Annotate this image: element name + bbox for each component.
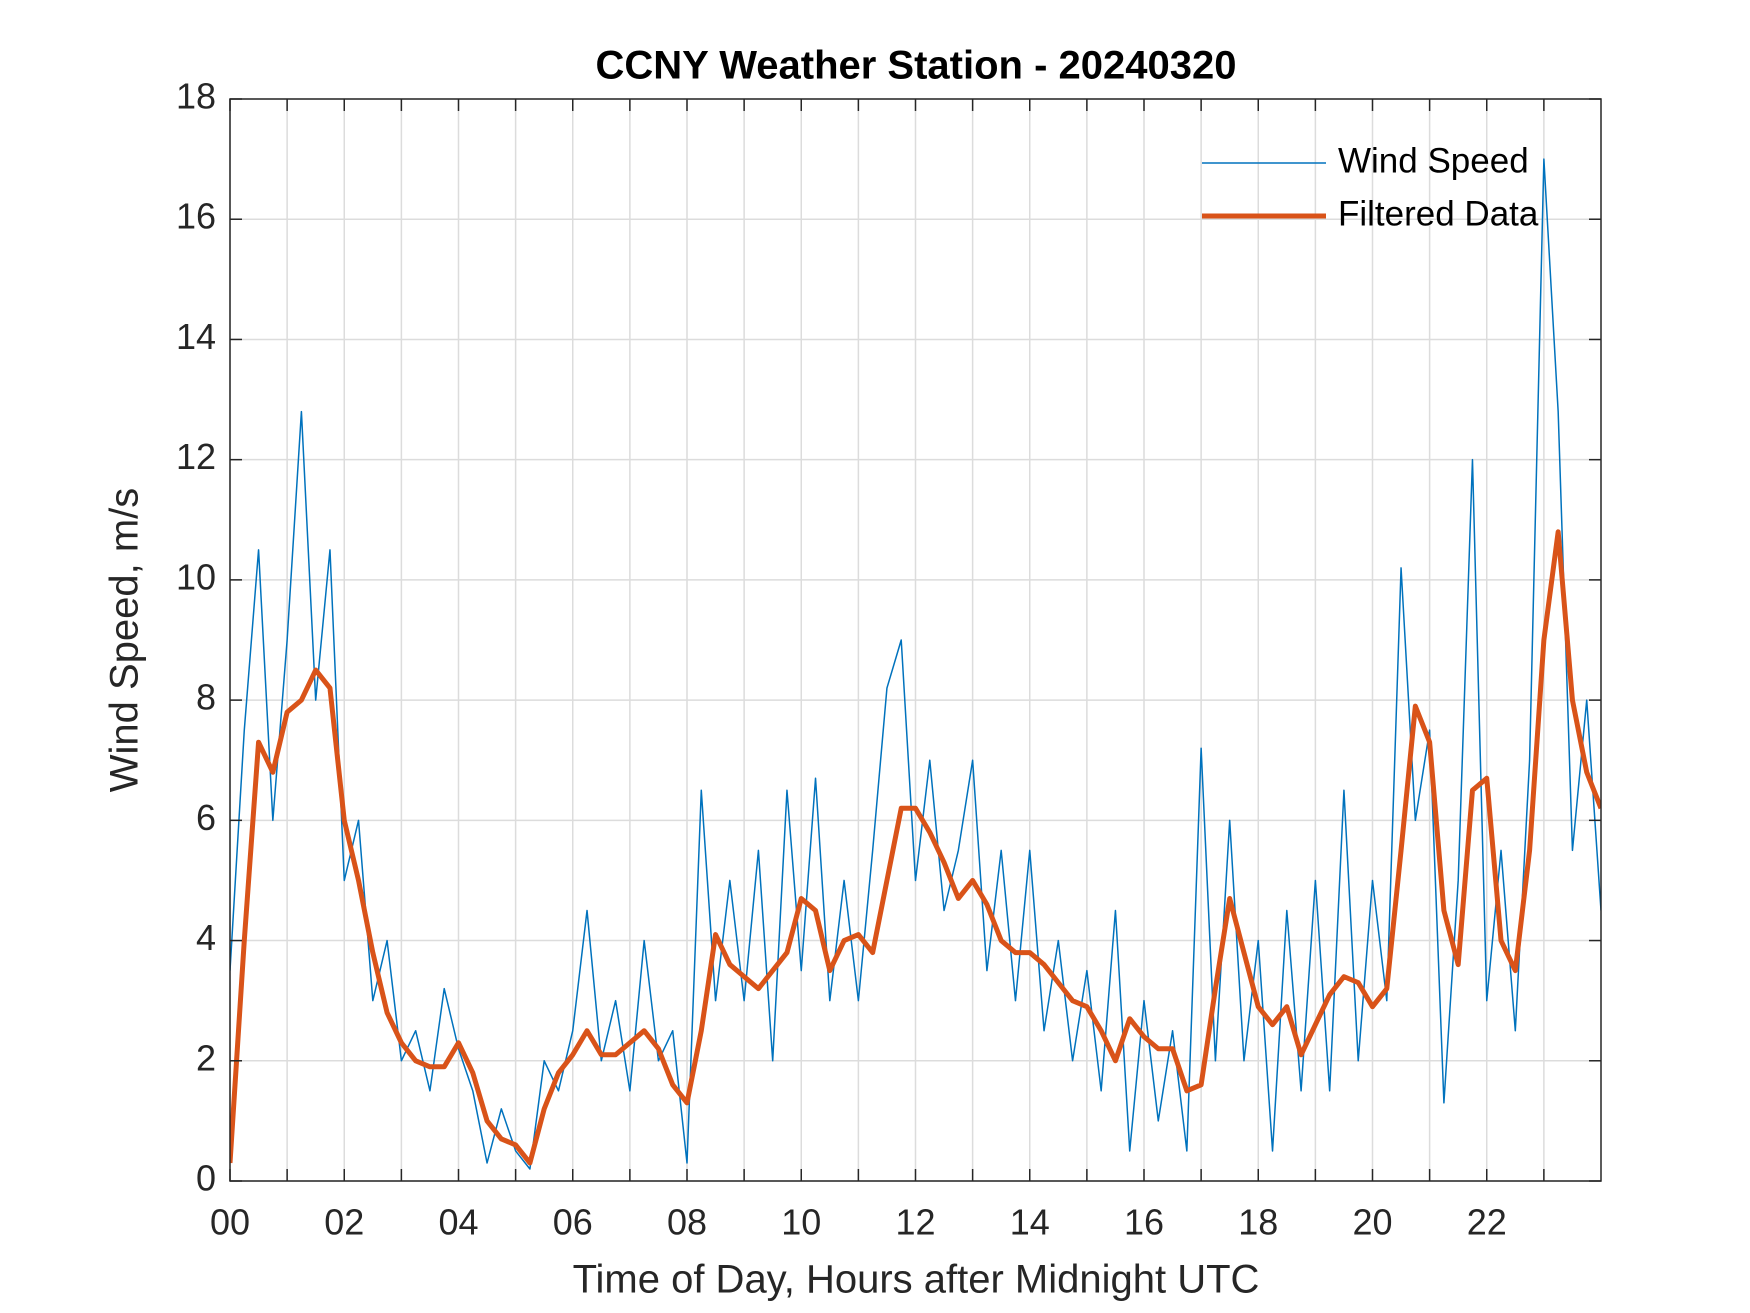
y-tick-label: 14 [176, 316, 216, 357]
x-tick-label: 02 [324, 1202, 364, 1243]
legend-label: Filtered Data [1338, 194, 1539, 233]
x-tick-label: 06 [553, 1202, 593, 1243]
y-tick-label: 2 [196, 1037, 216, 1078]
x-tick-label: 08 [667, 1202, 707, 1243]
y-tick-label: 8 [196, 677, 216, 718]
y-tick-label: 6 [196, 797, 216, 838]
chart-title: CCNY Weather Station - 20240320 [596, 44, 1237, 88]
x-tick-label: 22 [1467, 1202, 1507, 1243]
y-tick-label: 4 [196, 917, 216, 958]
x-tick-label: 20 [1352, 1202, 1392, 1243]
legend-label: Wind Speed [1338, 141, 1529, 180]
y-axis-label: Wind Speed, m/s [103, 488, 147, 793]
y-tick-label: 16 [176, 196, 216, 237]
x-axis-label: Time of Day, Hours after Midnight UTC [573, 1258, 1260, 1302]
x-tick-label: 18 [1238, 1202, 1278, 1243]
y-tick-label: 18 [176, 76, 216, 117]
x-tick-label: 04 [438, 1202, 478, 1243]
y-tick-label: 0 [196, 1158, 216, 1199]
y-tick-label: 12 [176, 436, 216, 477]
x-tick-label: 16 [1124, 1202, 1164, 1243]
data-line [230, 158, 1601, 1170]
x-tick-label: 14 [1010, 1202, 1050, 1243]
x-tick-label: 00 [210, 1202, 250, 1243]
y-tick-label: 10 [176, 556, 216, 597]
data-line [230, 529, 1601, 1166]
x-tick-label: 12 [895, 1202, 935, 1243]
x-tick-label: 10 [781, 1202, 821, 1243]
